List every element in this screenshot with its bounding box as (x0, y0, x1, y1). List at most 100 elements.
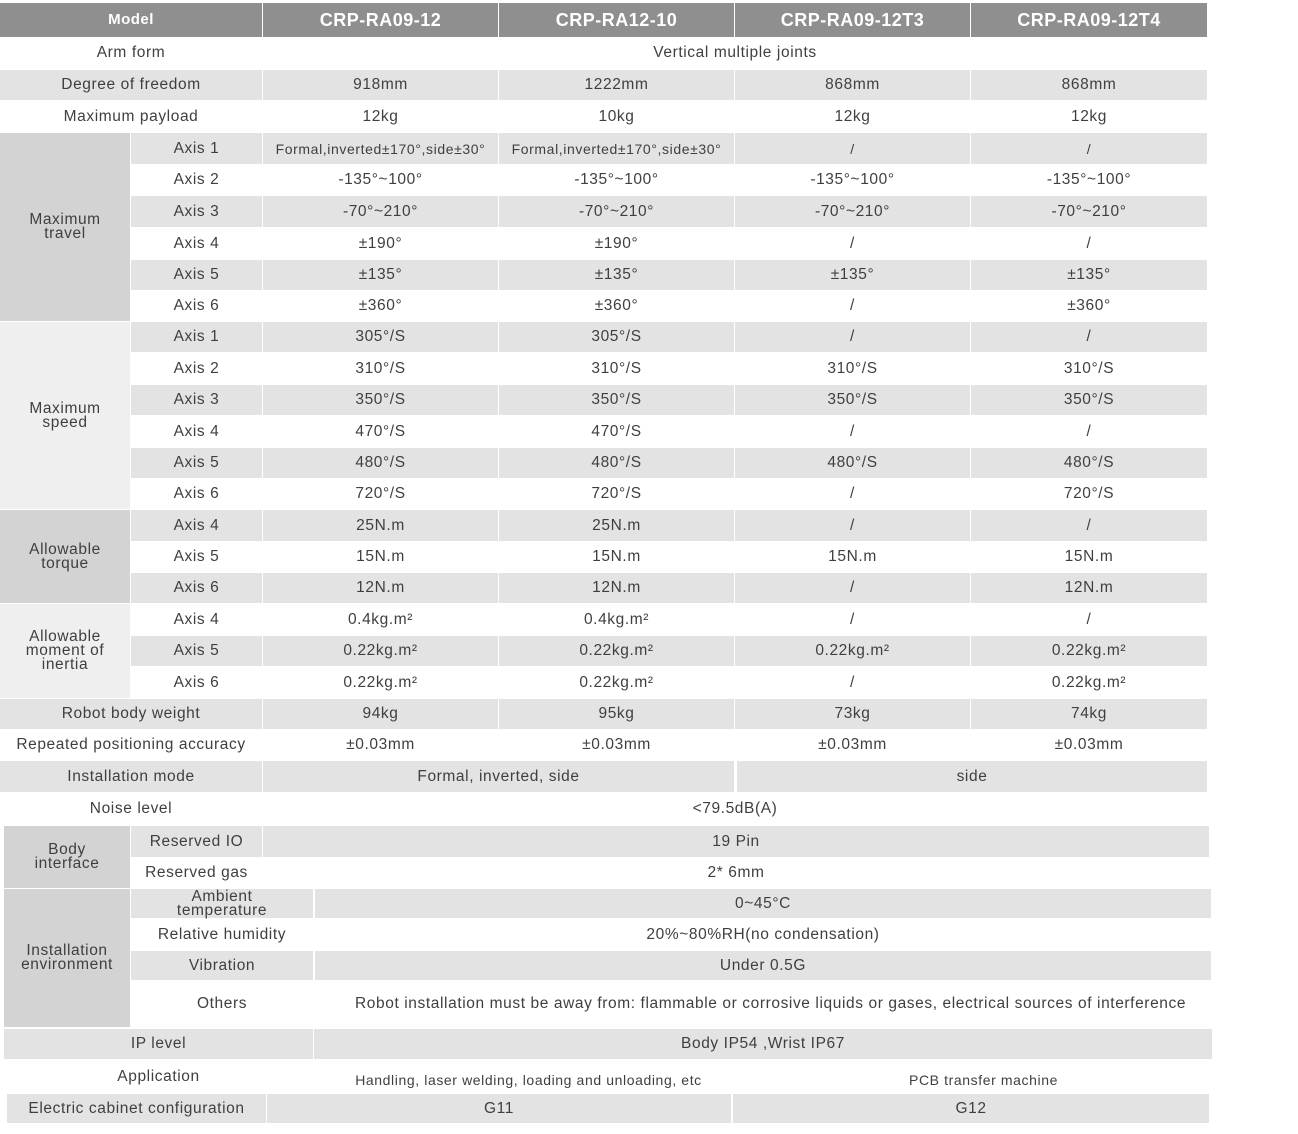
axis-label: Axis 6 (173, 297, 220, 314)
axis-label: Axis 4 (131, 510, 262, 541)
value-cell: 1222mm (499, 70, 734, 100)
value-cell: 12N.m (499, 573, 734, 603)
value-cell: Formal,inverted±170°,side±30° (499, 133, 734, 164)
header-model-name: CRP-RA12-10 (499, 3, 734, 37)
value-cell: / (971, 133, 1207, 164)
row-label-degree-of-freedom: Degree of freedom (0, 70, 262, 100)
value-cell: 74kg (971, 699, 1207, 729)
value-cell: 15N.m (592, 548, 641, 565)
value-cell: 310°/S (355, 359, 406, 377)
row-label-maximum-payload: Maximum payload (63, 107, 199, 125)
cabinet-value: G12 (733, 1094, 1209, 1123)
value-cell: 0.4kg.m² (347, 610, 414, 628)
value-cell: 0.4kg.m² (583, 610, 650, 628)
value-cell: / (735, 510, 970, 541)
axis-label: Axis 2 (173, 359, 220, 377)
axis-label: Axis 5 (131, 636, 262, 666)
axis-label: Axis 2 (173, 171, 220, 188)
value-cell: ±0.03mm (818, 736, 887, 753)
application-value: PCB transfer machine (909, 1071, 1058, 1088)
value-cell: -135°~100° (1046, 171, 1132, 188)
noise-level-value: <79.5dB(A) (692, 799, 778, 817)
sub-label: Relative humidity (157, 925, 287, 943)
installation-mode-value: side (737, 761, 1207, 792)
row-label-arm-form: Arm form (96, 44, 166, 61)
axis-label: Axis 1 (131, 322, 262, 352)
value-cell: 470°/S (591, 422, 642, 440)
value-cell: 0.22kg.m² (579, 673, 654, 691)
group-label-maximum-speed: Maximum speed (0, 322, 130, 509)
value-cell: -70°~210° (735, 196, 970, 227)
sub-label: Others (196, 995, 248, 1012)
value-cell: 310°/S (827, 359, 878, 377)
value-cell: 720°/S (355, 485, 406, 502)
value-cell: -70°~210° (499, 196, 734, 227)
value-cell: Robot installation must be away from: fl… (355, 995, 1187, 1012)
value-cell: 20%~80%RH(no condensation) (646, 925, 880, 943)
value-cell: ±135° (735, 260, 970, 290)
value-cell: 0.22kg.m² (1051, 673, 1127, 691)
value-cell: 95kg (499, 699, 734, 729)
value-cell: 310°/S (591, 359, 642, 377)
value-cell: -135°~100° (338, 171, 423, 188)
axis-label: Axis 1 (131, 133, 262, 164)
group-label-installation-environment: Installation environment (4, 889, 130, 1027)
value-cell: 480°/S (499, 448, 734, 478)
value-cell: 19 Pin (263, 826, 1209, 857)
value-cell: / (1086, 422, 1092, 440)
application-value: Handling, laser welding, loading and unl… (355, 1071, 702, 1088)
value-cell: / (735, 573, 970, 603)
value-cell: 2* 6mm (707, 864, 765, 881)
value-cell: 868mm (735, 70, 970, 100)
ip-level-value: Body IP54 ,Wrist IP67 (314, 1029, 1212, 1059)
group-label-body-interface: Body interface (4, 826, 130, 888)
value-cell: ±190° (358, 234, 403, 252)
value-cell: / (850, 610, 855, 628)
value-cell: 0~45°C (315, 889, 1211, 918)
header-model-name: CRP-RA09-12T4 (971, 3, 1207, 37)
axis-label: Axis 5 (173, 548, 220, 565)
value-cell: / (850, 234, 855, 252)
value-cell: 12N.m (263, 573, 498, 603)
value-cell: 25N.m (499, 510, 734, 541)
value-cell: 15N.m (356, 548, 405, 565)
value-cell: ±135° (499, 260, 734, 290)
group-label-maximum-travel: Maximum travel (0, 133, 130, 321)
sub-label: Reserved IO (131, 826, 262, 857)
value-cell: 12kg (834, 107, 871, 125)
value-cell: ±360° (594, 297, 639, 314)
value-cell: 350°/S (971, 385, 1207, 415)
header-model-name: CRP-RA09-12 (263, 3, 498, 37)
value-cell: / (850, 485, 855, 502)
value-cell: / (1086, 610, 1092, 628)
value-cell: 350°/S (735, 385, 970, 415)
value-cell: 480°/S (263, 448, 498, 478)
value-cell: 480°/S (735, 448, 970, 478)
value-cell: Formal,inverted±170°,side±30° (263, 133, 498, 164)
group-label-allowable-moment-of-inertia: Allowable moment of inertia (0, 604, 130, 698)
value-cell: ±0.03mm (346, 736, 415, 753)
sub-label: Reserved gas (145, 864, 248, 881)
axis-label: Axis 3 (131, 196, 262, 227)
value-cell: 15N.m (1064, 548, 1114, 565)
value-cell: ±190° (594, 234, 639, 252)
value-cell: 305°/S (263, 322, 498, 352)
axis-label: Axis 6 (173, 485, 220, 502)
value-cell: 0.22kg.m² (499, 636, 734, 666)
value-cell: 12N.m (971, 573, 1207, 603)
value-cell: / (971, 510, 1207, 541)
sub-label: Vibration (131, 951, 313, 980)
value-cell: 10kg (598, 107, 635, 125)
header-model-label: Model (0, 3, 262, 37)
value-cell: 350°/S (499, 385, 734, 415)
value-cell: 720°/S (591, 485, 642, 502)
value-cell: 12kg (362, 107, 399, 125)
value-cell: 868mm (971, 70, 1207, 100)
value-cell: 0.22kg.m² (735, 636, 970, 666)
value-cell: 720°/S (1063, 485, 1115, 502)
value-cell: 0.22kg.m² (343, 673, 418, 691)
value-cell: 94kg (263, 699, 498, 729)
value-cell: 470°/S (355, 422, 406, 440)
value-cell: 12kg (1070, 107, 1107, 125)
value-cell: ±360° (358, 297, 403, 314)
